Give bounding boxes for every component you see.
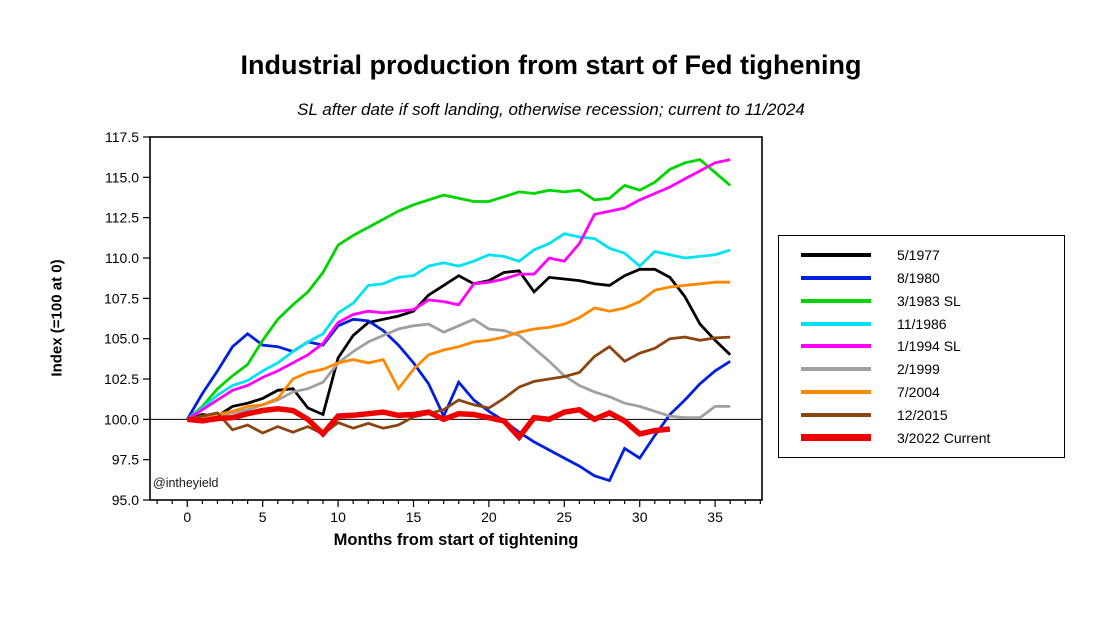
legend-item: 2/1999 [779,358,1064,380]
y-tick-label: 95.0 [112,492,139,508]
x-axis-title: Months from start of tightening [333,531,579,549]
y-tick-label: 112.5 [105,210,139,226]
series-line-11-1986 [186,232,731,421]
y-tick-label: 100.0 [104,411,139,427]
legend-line-swatch [801,434,871,441]
legend-item: 11/1986 [779,313,1064,335]
legend-item: 7/2004 [779,381,1064,403]
x-tick-label: 5 [259,509,267,525]
legend-line-swatch [801,412,871,417]
y-tick-label: 102.5 [104,371,139,387]
legend-label: 5/1977 [897,247,940,264]
y-tick-label: 105.0 [104,331,139,347]
series-line-8-1980 [186,317,731,483]
series-line-2-1999 [187,317,731,421]
legend-line-swatch [801,321,871,326]
legend-item: 5/1977 [779,244,1064,266]
x-tick-label: 20 [481,509,497,525]
legend-label: 3/2022 Current [897,429,991,446]
series-line-12-2015 [187,335,731,436]
legend-label: 12/2015 [897,406,948,423]
legend-label: 3/1983 SL [897,292,961,309]
chart-title: Industrial production from start of Fed … [240,50,862,80]
series-line-7-2004 [187,280,731,421]
x-tick-label: 10 [330,509,346,525]
legend-line-swatch [801,253,871,258]
y-tick-label: 107.5 [104,290,139,306]
legend-line-swatch [801,344,871,349]
x-tick-label: 25 [557,509,573,525]
legend-item: 3/2022 Current [779,427,1064,449]
y-tick-label: 117.5 [105,129,139,145]
x-tick-label: 0 [183,509,191,525]
y-tick-label: 110.0 [105,250,139,266]
y-tick-label: 97.5 [112,452,139,468]
legend-line-swatch [801,389,871,394]
legend-item: 3/1983 SL [779,290,1064,312]
x-tick-label: 30 [632,509,648,525]
legend-line-swatch [801,367,871,372]
legend-label: 11/1986 [897,315,947,332]
legend-line-swatch [801,276,871,281]
watermark-handle: @intheyield [153,476,219,490]
legend-item: 1/1994 SL [779,335,1064,357]
y-tick-label: 115.0 [105,169,139,185]
legend-label: 2/1999 [897,361,940,378]
legend-label: 1/1994 SL [897,338,961,355]
series-line-3-1983-sl [186,158,732,421]
plot-frame [149,136,763,501]
x-tick-label: 35 [707,509,723,525]
legend-item: 8/1980 [779,267,1064,289]
legend-label: 8/1980 [897,270,940,287]
series-line-5-1977 [186,267,732,421]
legend-line-swatch [801,298,871,303]
legend: 5/1977 8/1980 3/1983 SL 11/1986 1/1994 SL 2/1… [778,235,1065,458]
legend-item: 12/2015 [779,404,1064,426]
x-tick-label: 15 [406,509,422,525]
y-axis-title: Index (=100 at 0) [48,259,66,377]
legend-label: 7/2004 [897,383,940,400]
chart-subtitle: SL after date if soft landing, otherwise… [297,100,805,119]
series-line-3-2022-current [187,406,671,442]
series-line-1-1994-sl [186,158,731,421]
